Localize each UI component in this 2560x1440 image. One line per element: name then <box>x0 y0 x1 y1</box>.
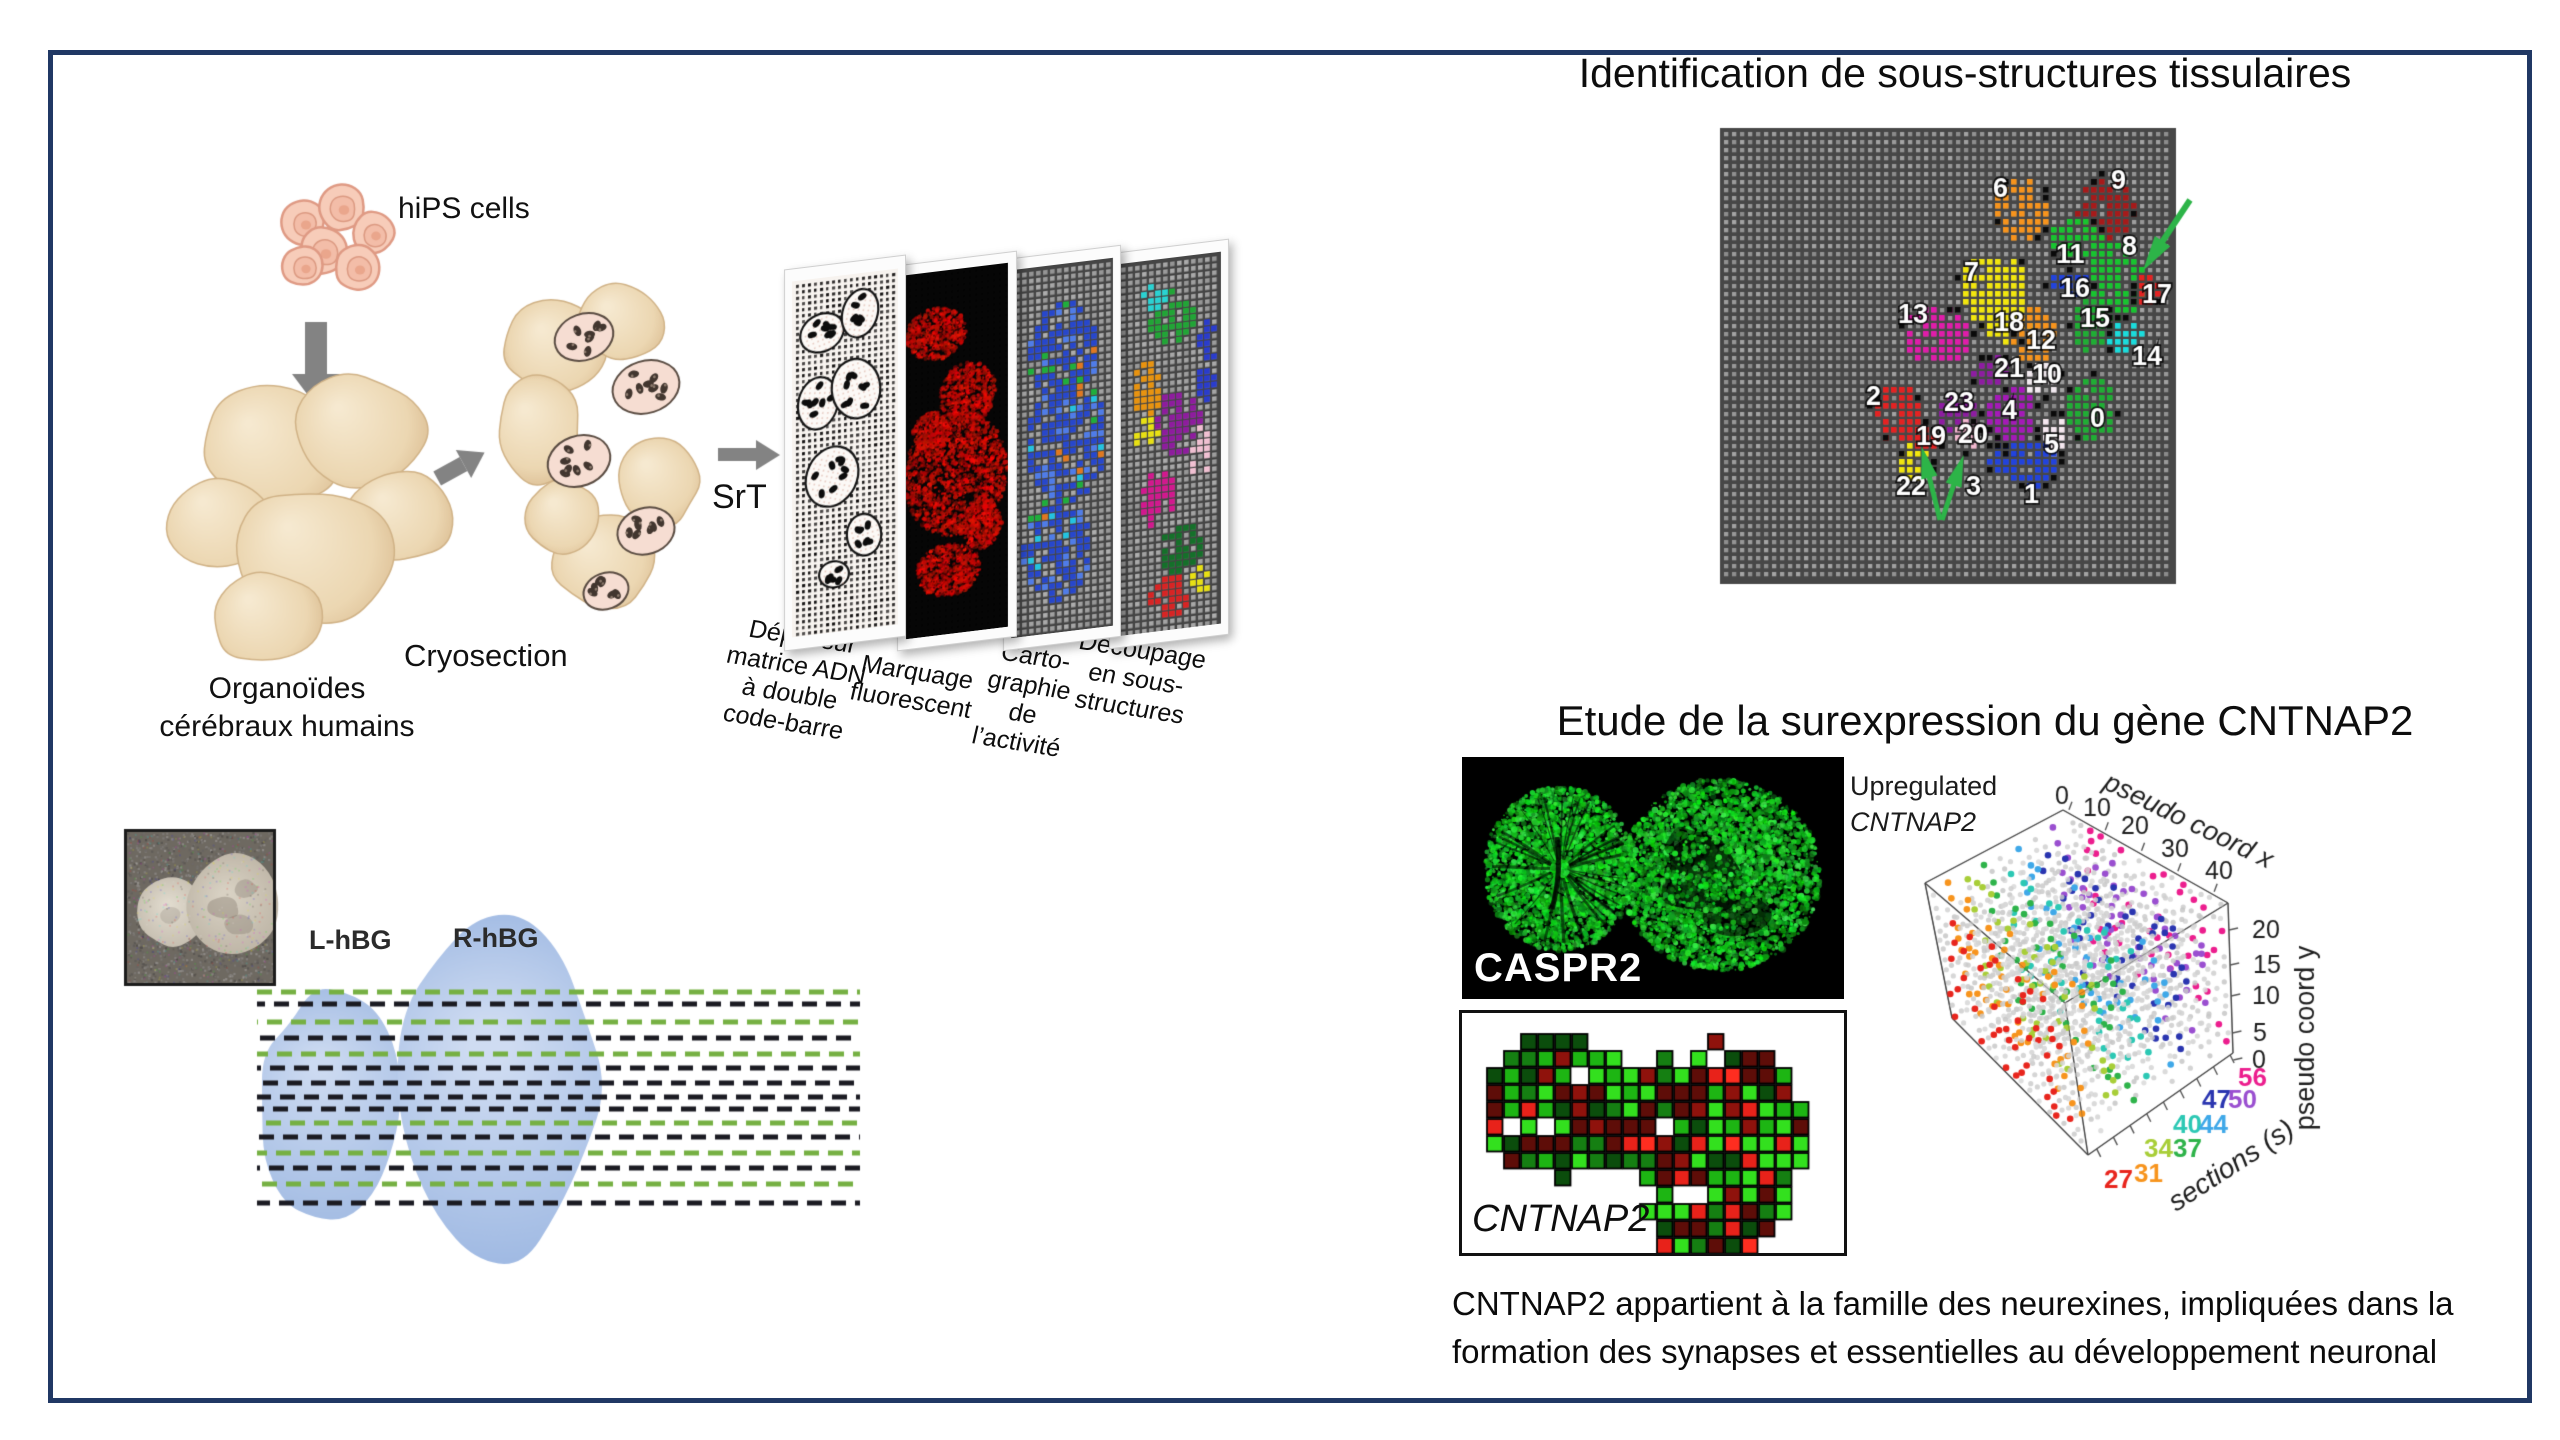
cntnap2-caption: CNTNAP2 appartient à la famille des neur… <box>1452 1280 2532 1376</box>
caspr2-label: CASPR2 <box>1474 946 1643 990</box>
organoid-label: Organoïdes cérébraux humains <box>147 670 427 746</box>
hips-cells-label: hiPS cells <box>398 192 530 225</box>
l-hbg-label: L-hBG <box>309 925 392 955</box>
caspr2-image <box>1462 757 1844 999</box>
organoid-label-line2: cérébraux humains <box>159 710 415 743</box>
cntnap2-heatmap-image <box>1462 1013 1844 1253</box>
cntnap2-3d-scatter <box>1876 738 2396 1248</box>
srt-label: SrT <box>712 478 767 516</box>
cntnap2-caption-line1: CNTNAP2 appartient à la famille des neur… <box>1452 1285 2454 1322</box>
cntnap2-heatmap-panel <box>1459 1010 1847 1256</box>
cntnap2-caption-line2: formation des synapses et essentielles a… <box>1452 1333 2438 1370</box>
cntnap2-heatmap-label: CNTNAP2 <box>1472 1198 1650 1240</box>
identification-title: Identification de sous-structures tissul… <box>1578 50 2352 96</box>
cntnap2-title: Etude de la surexpression du gène CNTNAP… <box>1556 697 2414 744</box>
substructures-image <box>1117 251 1221 637</box>
panel-fluorescent <box>897 250 1017 652</box>
panel-substructures <box>1109 238 1229 650</box>
panel-activity-map <box>1003 244 1121 652</box>
r-hbg-label: R-hBG <box>453 923 539 953</box>
fluorescent-image <box>906 262 1008 640</box>
dna-array-image <box>792 268 898 638</box>
organoid-label-line1: Organoïdes <box>208 672 366 705</box>
panel-dna-array <box>784 254 906 652</box>
hbg-slicing-diagram <box>120 825 980 1275</box>
cryosection-label: Cryosection <box>404 638 568 673</box>
activity-map-image <box>1011 257 1113 639</box>
substructure-grid-image <box>1718 126 2204 588</box>
